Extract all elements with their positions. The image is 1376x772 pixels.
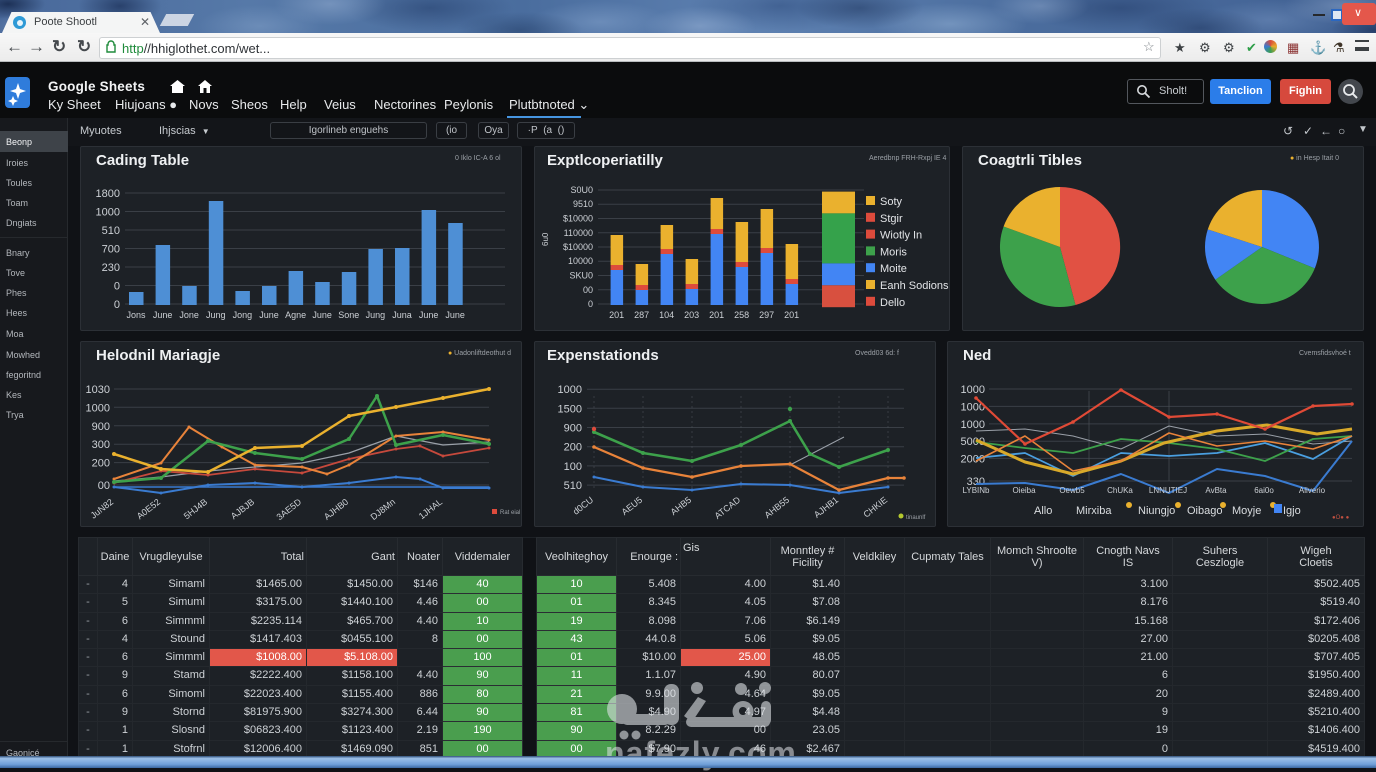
svg-text:Rat eial: Rat eial [500,510,520,516]
svg-text:5HJ4B: 5HJ4B [182,497,209,522]
svg-text:1000: 1000 [558,384,582,396]
svg-text:201: 201 [709,310,724,320]
svg-text:230: 230 [102,262,120,274]
svg-text:1000: 1000 [961,401,985,413]
svg-text:AEU5: AEU5 [620,495,645,517]
svg-text:200: 200 [92,458,110,470]
svg-text:Jons: Jons [126,310,146,320]
svg-text:6u0: 6u0 [541,232,550,246]
svg-text:1JHAL: 1JHAL [417,497,444,522]
svg-text:Niungjo: Niungjo [1138,505,1175,517]
svg-text:SKU0: SKU0 [569,271,593,281]
svg-text:Jong: Jong [233,310,253,320]
svg-text:Jone: Jone [179,310,199,320]
svg-text:A0E52: A0E52 [135,497,162,522]
svg-text:ATCAD: ATCAD [713,494,743,521]
svg-text:Allo: Allo [1034,505,1052,517]
svg-text:Oibago: Oibago [1187,505,1222,517]
svg-text:●O● ●: ●O● ● [1332,515,1350,521]
svg-text:1000: 1000 [961,384,985,396]
svg-text:1030: 1030 [86,384,110,396]
svg-text:Oieiba: Oieiba [1012,486,1036,495]
svg-text:100: 100 [564,461,582,473]
svg-text:2000: 2000 [961,453,985,465]
svg-text:Oewb5: Oewb5 [1059,486,1085,495]
svg-text:$10000: $10000 [563,242,593,252]
svg-text:Mirxiba: Mirxiba [1076,505,1112,517]
svg-text:Jung: Jung [206,310,226,320]
svg-text:Moyje: Moyje [1232,505,1261,517]
svg-text:AHB55: AHB55 [763,495,792,520]
svg-text:Wiotly In: Wiotly In [880,230,922,242]
svg-text:700: 700 [102,244,120,256]
svg-text:Sone: Sone [338,310,359,320]
svg-text:297: 297 [759,310,774,320]
svg-text:510: 510 [102,225,120,237]
svg-text:Jung: Jung [366,310,386,320]
svg-text:Aliverio: Aliverio [1299,486,1326,495]
svg-text:$10000: $10000 [563,214,593,224]
svg-text:1500: 1500 [558,403,582,415]
svg-text:ChUKa: ChUKa [1107,486,1133,495]
svg-text:00: 00 [98,480,110,492]
svg-text:Agne: Agne [285,310,306,320]
svg-text:200: 200 [564,442,582,454]
svg-text:510: 510 [564,480,582,492]
svg-text:1000: 1000 [96,207,120,219]
svg-text:AHB5: AHB5 [669,495,694,517]
svg-text:203: 203 [684,310,699,320]
svg-text:June: June [312,310,332,320]
svg-text:S0U0: S0U0 [570,185,593,195]
svg-text:0: 0 [114,281,120,293]
svg-text:900: 900 [564,423,582,435]
svg-text:1800: 1800 [96,188,120,200]
svg-text:Eanh Sodions: Eanh Sodions [880,280,949,292]
svg-text:Soty: Soty [880,196,903,208]
svg-text:AJBJB: AJBJB [229,497,256,522]
svg-text:00: 00 [583,285,593,295]
svg-text:Juna: Juna [392,310,412,320]
svg-text:1000: 1000 [86,402,110,414]
svg-text:June: June [259,310,279,320]
svg-text:900: 900 [92,421,110,433]
svg-text:201: 201 [784,310,799,320]
svg-text:June: June [445,310,465,320]
svg-text:AJHB1: AJHB1 [812,495,840,520]
svg-text:110000: 110000 [564,228,593,238]
svg-text:Stgir: Stgir [880,213,903,225]
svg-text:330: 330 [967,476,985,488]
svg-text:JuN82: JuN82 [89,497,116,521]
svg-text:AvBta: AvBta [1205,486,1227,495]
svg-text:LNNUTIEJ: LNNUTIEJ [1149,486,1187,495]
svg-text:CHKIE: CHKIE [861,495,889,520]
svg-text:tinaunlf: tinaunlf [906,515,926,521]
svg-text:5000: 5000 [961,436,985,448]
svg-text:Igjo: Igjo [1283,505,1301,517]
svg-text:June: June [419,310,439,320]
svg-text:Dello: Dello [880,297,905,309]
svg-text:d0CU: d0CU [571,495,595,517]
svg-text:1000: 1000 [961,419,985,431]
svg-text:0: 0 [114,299,120,311]
svg-text:0: 0 [588,299,593,309]
svg-text:258: 258 [734,310,749,320]
svg-text:LYBINb: LYBINb [963,486,991,495]
svg-text:10000: 10000 [568,256,593,266]
svg-text:Moris: Moris [880,246,907,258]
svg-text:3AE5D: 3AE5D [275,496,304,522]
svg-text:DJ8Mn: DJ8Mn [369,497,398,522]
svg-text:201: 201 [609,310,624,320]
svg-text:104: 104 [659,310,674,320]
svg-text:6ai0o: 6ai0o [1254,486,1274,495]
svg-text:300: 300 [92,439,110,451]
svg-text:287: 287 [634,310,649,320]
svg-text:June: June [153,310,173,320]
svg-text:Moite: Moite [880,263,907,275]
svg-text:9510: 9510 [573,199,593,209]
svg-text:AJHB0: AJHB0 [322,497,350,522]
